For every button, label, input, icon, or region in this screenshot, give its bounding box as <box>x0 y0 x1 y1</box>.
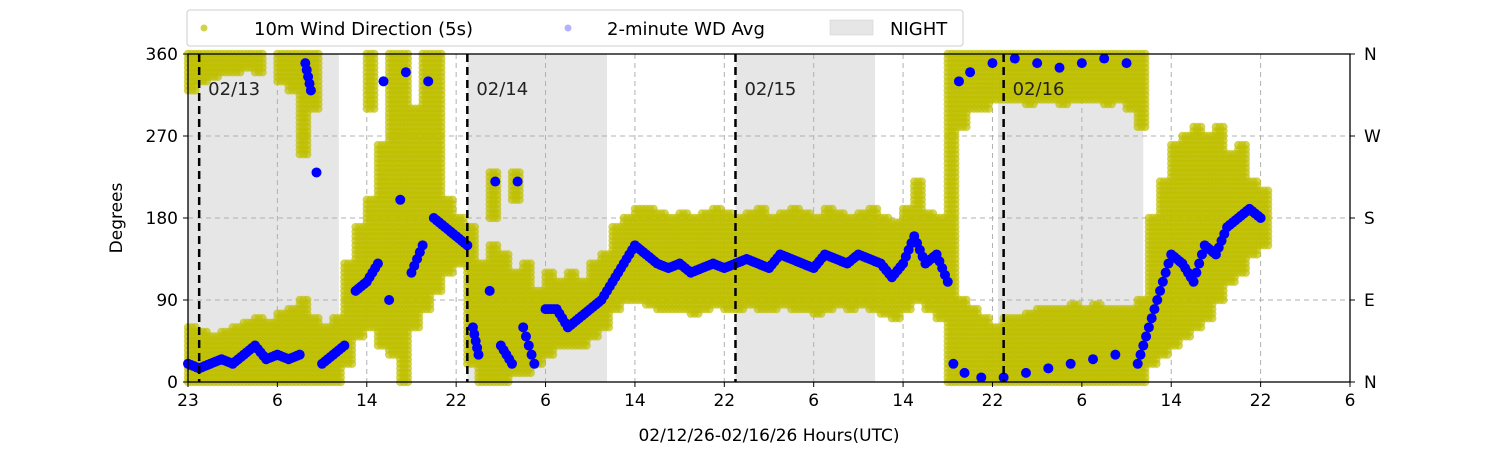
wd-5s-point <box>314 314 323 323</box>
wd-5s-point <box>492 168 502 177</box>
wd-5s-point <box>448 195 457 204</box>
wd-5s-point <box>492 241 502 250</box>
wd-5s-point <box>504 250 513 259</box>
wd-5s-point <box>470 222 480 232</box>
wd-5s-point <box>571 268 580 277</box>
wd-5s-point <box>872 204 882 214</box>
wd-5s-point <box>303 295 312 305</box>
wd-5s-point <box>515 168 524 177</box>
wd-5s-point <box>548 268 558 277</box>
wd-5s-point <box>526 259 535 268</box>
wd-5s-point <box>761 204 770 214</box>
